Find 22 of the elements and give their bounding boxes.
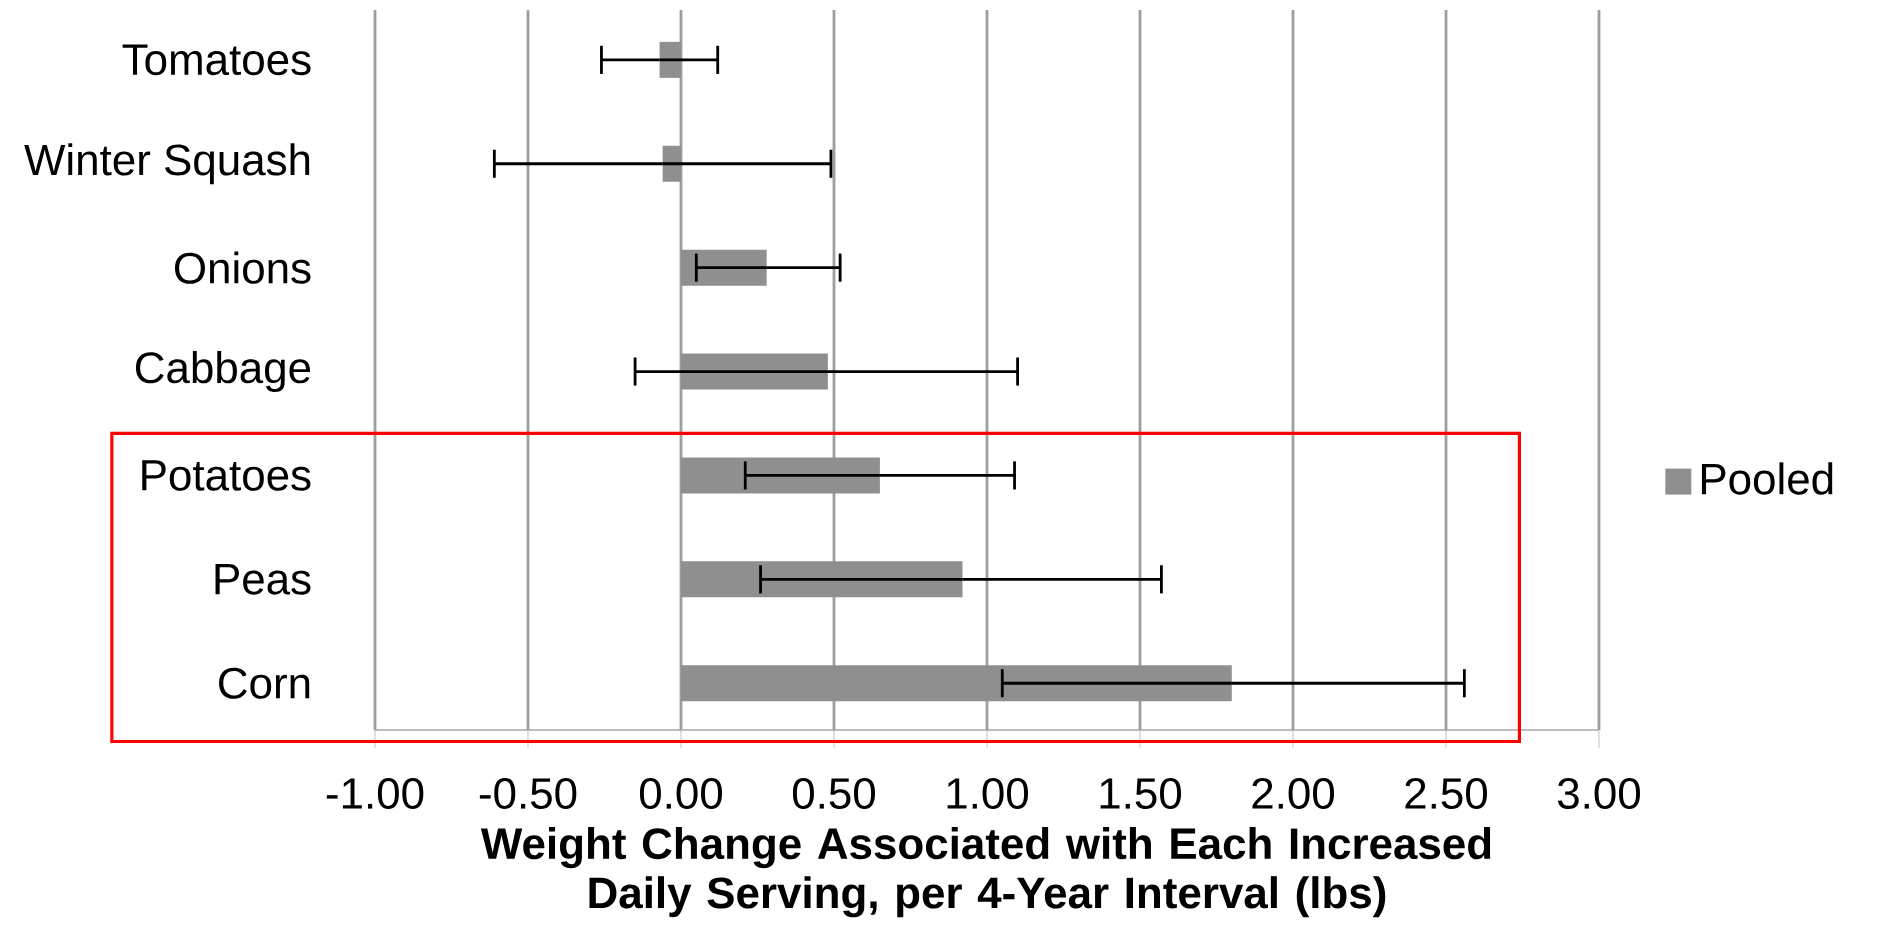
- x-tick-label: 0.00: [639, 777, 723, 810]
- y-tick-label: Potatoes: [142, 460, 311, 491]
- bar: [681, 665, 1232, 702]
- x-tick-label: 0.50: [792, 777, 876, 810]
- y-tick-label: Winter Squash: [24, 143, 310, 185]
- x-tick-label: 3.00: [1557, 777, 1641, 810]
- x-tick-label: -0.50: [479, 777, 577, 810]
- bar: [659, 41, 681, 78]
- y-tick-label: Cabbage: [135, 351, 311, 393]
- legend-label: Pooled: [1701, 462, 1833, 495]
- bar: [681, 353, 828, 390]
- x-tick-label: 1.50: [1100, 777, 1182, 810]
- x-axis-title: Weight Change Associated with Each Increased Daily Serving, per 4-Year Interval (lbs): [480, 826, 1491, 918]
- y-tick-label: Corn: [219, 667, 310, 699]
- bar: [662, 145, 681, 182]
- x-tick-label: 1.00: [947, 777, 1029, 810]
- x-tick-label: -1.00: [326, 777, 424, 810]
- x-tick-label: 2.00: [1252, 777, 1335, 810]
- y-tick-label: Peas: [215, 564, 311, 595]
- y-tick-label: Onions: [174, 251, 311, 284]
- y-tick-label: Tomatoes: [122, 44, 311, 76]
- x-tick-label: 2.50: [1405, 777, 1488, 810]
